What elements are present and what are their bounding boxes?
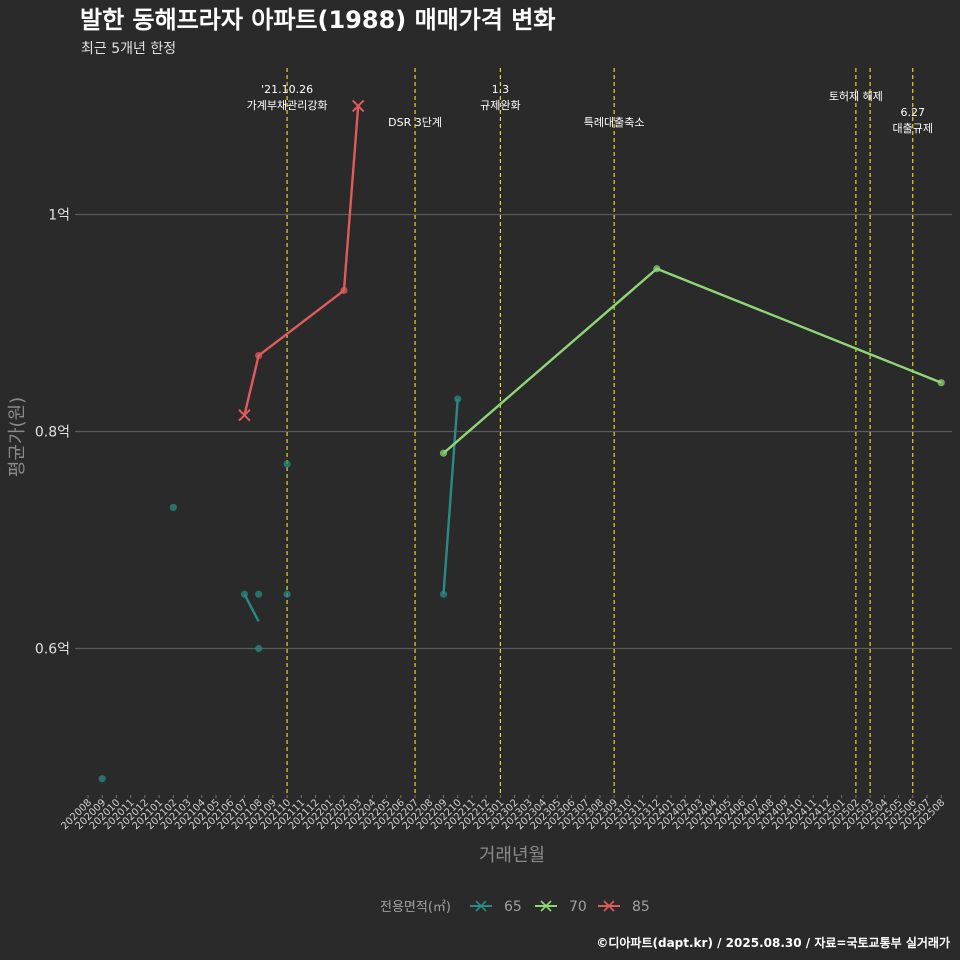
series-line — [243, 105, 360, 416]
grid-lines — [75, 213, 952, 650]
event-label: 1.3 — [492, 83, 510, 96]
chart-caption: ©디아파트(dapt.kr) / 2025.08.30 / 자료=국토교통부 실… — [596, 935, 950, 950]
legend-label: 65 — [504, 899, 522, 915]
data-point — [255, 590, 263, 598]
cross-stroke — [351, 99, 365, 113]
data-point — [937, 379, 945, 387]
legend-swatch-cross — [540, 900, 552, 912]
event-label: 토허제 해제 — [829, 89, 883, 103]
legend-entry: 85 — [598, 899, 650, 915]
chart-title: 발한 동해프라자 아파트(1988) 매매가격 변화 — [80, 6, 555, 34]
data-point — [653, 265, 661, 273]
cross-stroke — [238, 409, 251, 422]
y-axis-ticks: 0.6억 0.8억 1억 — [35, 207, 70, 657]
series-line — [243, 593, 260, 622]
data-point — [255, 351, 263, 360]
chart-subtitle: 최근 5개년 한정 — [81, 41, 176, 57]
event-label: DSR 3단계 — [388, 116, 442, 129]
series-line — [442, 267, 942, 455]
data-point-cross — [351, 99, 365, 113]
data-point-cross — [238, 409, 251, 422]
data-point — [454, 395, 462, 403]
event-label: 특례대출축소 — [584, 116, 645, 129]
event-label: 대출규제 — [893, 122, 933, 135]
event-label: '21.10.26 — [261, 83, 313, 96]
legend-title: 전용면적(㎡) — [380, 900, 451, 915]
data-point — [439, 590, 448, 598]
data-point — [240, 590, 249, 598]
data-point — [283, 590, 291, 598]
data-point — [340, 286, 348, 295]
event-label: 6.27 — [901, 106, 926, 119]
data-point — [255, 644, 263, 653]
x-axis-title: 거래년월 — [479, 845, 545, 866]
legend-swatch-cross — [475, 900, 487, 912]
series-line — [442, 398, 459, 595]
x-axis-ticks: 2020082020092020102020112020122021012021… — [59, 795, 947, 832]
event-label: 가계부채관리강화 — [247, 99, 328, 112]
y-tick-label: 1억 — [48, 207, 70, 223]
legend-entry: 65 — [470, 899, 522, 915]
data-point — [283, 460, 291, 468]
data-point — [169, 503, 177, 512]
legend: 전용면적(㎡) 65 70 85 — [380, 899, 650, 915]
data-point — [98, 775, 106, 783]
series-layer — [98, 99, 945, 783]
event-label: 규제완화 — [480, 99, 520, 112]
legend-label: 85 — [632, 899, 650, 915]
y-tick-label: 0.8억 — [35, 425, 70, 441]
legend-label: 70 — [569, 899, 587, 915]
legend-swatch-cross — [603, 900, 615, 912]
data-point — [439, 449, 448, 457]
y-tick-label: 0.6억 — [35, 642, 70, 658]
y-axis-title: 평균가(원) — [7, 397, 28, 477]
legend-entry: 70 — [535, 899, 587, 915]
